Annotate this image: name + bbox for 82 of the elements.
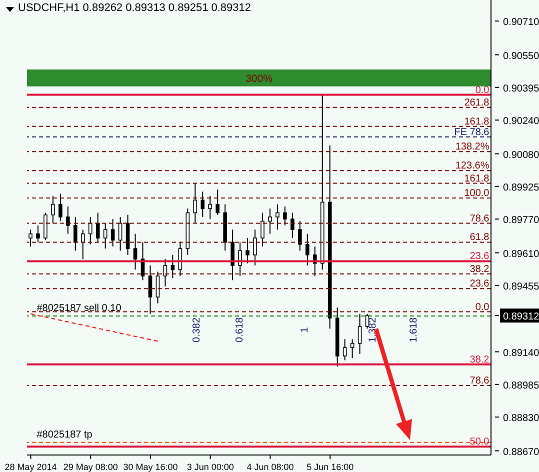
annotation: 161.8	[464, 173, 490, 184]
candlestick	[193, 182, 198, 224]
candlestick	[118, 216, 122, 252]
annotation: 138.2%	[455, 142, 490, 153]
candlestick	[88, 216, 92, 245]
candlestick	[74, 216, 78, 252]
annotation: 0.0	[475, 84, 490, 96]
annotation: #8025187 tp	[36, 429, 93, 440]
x-tick-label: 5 Jun 16:00	[306, 462, 354, 472]
y-tick-label: 0.88985	[503, 380, 539, 392]
y-tick-label: 0.89925	[503, 182, 539, 194]
candlestick	[253, 229, 257, 266]
candlestick	[342, 338, 347, 361]
candlestick	[103, 222, 108, 250]
annotation: 50.0	[470, 436, 490, 448]
y-tick-label: 0.90240	[503, 116, 539, 128]
y-tick-label: 0.88830	[503, 413, 539, 424]
annotation: 23.6	[470, 278, 490, 290]
candlestick	[51, 195, 55, 224]
annotation: 123.6%	[455, 160, 490, 172]
annotation: 1.382	[368, 317, 378, 343]
annotation: 0.618	[234, 317, 246, 343]
candlestick	[28, 229, 32, 247]
x-tick-label: 28 May 2014	[4, 462, 57, 472]
y-tick-label: 0.88670	[503, 446, 539, 458]
y-tick-label: 0.89140	[503, 348, 539, 359]
candlestick	[156, 271, 160, 304]
annotation: 38.2	[470, 264, 490, 275]
candlestick	[238, 242, 242, 276]
annotation: 1.618	[408, 317, 420, 343]
candlestick	[276, 204, 280, 230]
annotation: 61.8	[470, 232, 490, 244]
y-tick-label: 0.89312	[503, 312, 539, 323]
x-tick-label: 4 Jun 08:00	[246, 462, 294, 472]
candlestick	[230, 229, 234, 281]
y-tick-label: 0.90550	[503, 50, 539, 62]
candlestick	[306, 233, 310, 266]
y-tick-label: 0.89610	[503, 248, 539, 260]
candlestick	[260, 212, 264, 247]
candlestick	[358, 313, 362, 354]
annotation: 100.0	[464, 188, 490, 200]
candlestick	[148, 264, 152, 314]
candlestick	[208, 195, 212, 220]
annotation: 78.6	[470, 375, 490, 386]
candlestick	[200, 191, 205, 218]
x-tick-label: 3 Jun 00:00	[186, 462, 234, 472]
candlestick	[290, 212, 294, 239]
annotation: 38.2	[470, 354, 490, 366]
y-tick-label: 0.90080	[503, 150, 539, 161]
x-tick-label: 30 May 16:00	[123, 462, 178, 472]
candlestick	[298, 220, 302, 252]
annotation: 161.8	[464, 116, 490, 128]
chart-title: USDCHF,H1 0.89262 0.89313 0.89251 0.89312	[18, 2, 252, 14]
candlestick	[350, 338, 354, 359]
annotation: 23.6	[470, 251, 490, 262]
x-tick-label: 29 May 08:00	[63, 462, 118, 472]
candlestick	[80, 229, 85, 260]
annotation: 78.6	[470, 213, 490, 224]
y-tick-label: 0.89770	[503, 215, 539, 226]
candlestick	[44, 212, 48, 241]
annotation: FE 78.6	[454, 126, 490, 138]
annotation: 261.8	[464, 97, 490, 108]
candlestick	[133, 233, 138, 270]
annotation: 0.382	[192, 317, 202, 343]
candlestick	[170, 254, 175, 279]
y-tick-label: 0.89455	[503, 281, 539, 292]
y-tick-label: 0.90395	[503, 83, 539, 94]
y-tick-label: 0.90710	[503, 17, 539, 28]
candlestick	[246, 238, 250, 264]
candlestick	[216, 189, 220, 216]
candlestick	[110, 218, 115, 247]
band-label: 300%	[246, 72, 272, 85]
annotation: 0.0	[475, 302, 490, 313]
candlestick	[36, 224, 40, 243]
annotation: 1	[300, 327, 310, 333]
candlestick	[96, 212, 100, 243]
candlestick	[283, 206, 287, 226]
annotation: #8025187 sell 0.10	[36, 302, 122, 314]
candlestick	[58, 193, 62, 222]
candlestick	[268, 208, 272, 234]
candlestick	[66, 206, 70, 234]
candlestick	[163, 258, 168, 287]
